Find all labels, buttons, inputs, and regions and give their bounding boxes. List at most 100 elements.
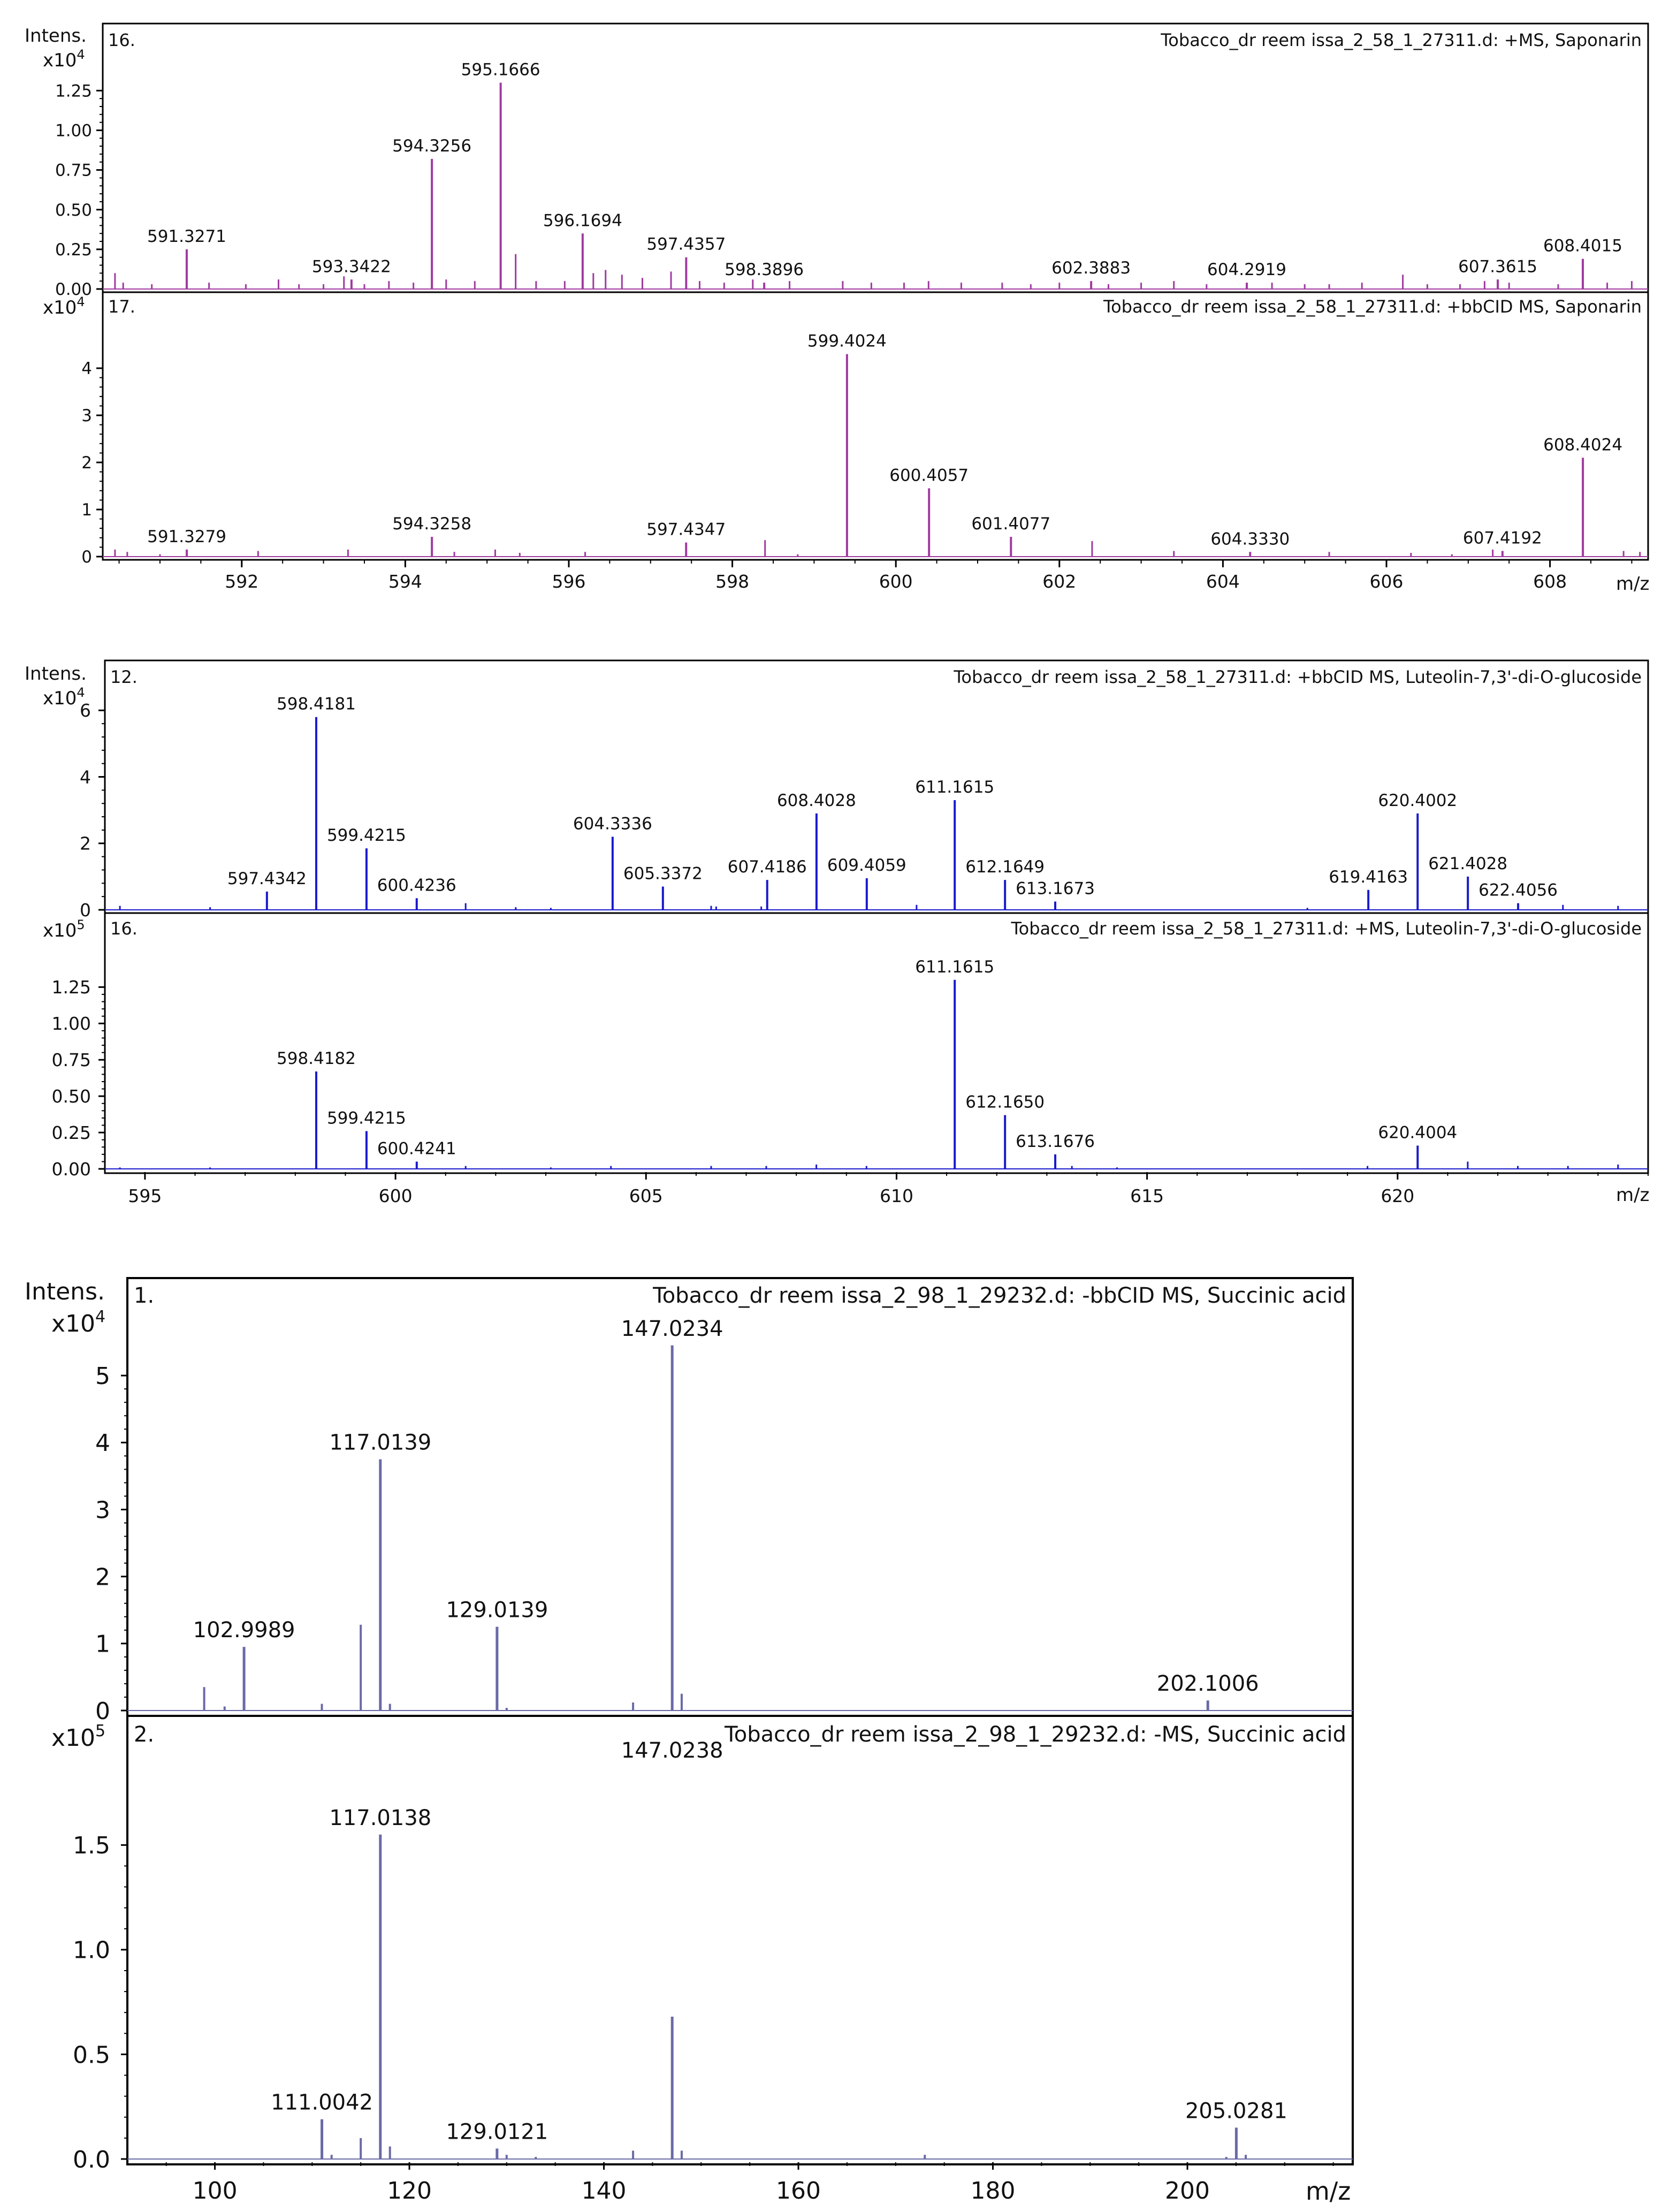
x-tick-label: 610 (880, 1185, 913, 1206)
panel-title: Tobacco_dr reem issa_2_58_1_27311.d: +MS… (1160, 30, 1642, 50)
y-tick-label: 1.5 (73, 1832, 110, 1859)
panel-number: 1. (134, 1283, 154, 1308)
x-tick-label: 608 (1533, 571, 1567, 592)
y-multiplier: x104 (43, 685, 85, 709)
panel-title: Tobacco_dr reem issa_2_58_1_27311.d: +bb… (953, 667, 1642, 687)
peak-label: 117.0139 (329, 1431, 431, 1455)
y-tick-label: 5 (95, 1363, 110, 1390)
y-multiplier: x104 (51, 1308, 105, 1337)
x-tick-label: 598 (715, 571, 749, 592)
intens-label: Intens. (25, 663, 87, 685)
peak-label: 609.4059 (827, 856, 906, 875)
peak-label: 612.1649 (965, 857, 1045, 877)
minor-peaks (119, 903, 1619, 910)
y-tick-label: 4 (95, 1430, 110, 1457)
y-tick-label: 2 (80, 833, 91, 854)
x-tick-label: 140 (582, 2177, 627, 2205)
peak-label: 597.4342 (227, 869, 307, 888)
peak-label: 600.4241 (377, 1139, 456, 1158)
x-tick-label: 100 (193, 2177, 238, 2205)
y-axis: 0.00 0.25 0.50 0.75 1.00 1.25 (52, 977, 105, 1180)
panel-succinic-ms: 2. Tobacco_dr reem issa_2_98_1_29232.d: … (51, 1715, 1354, 2173)
y-tick-label: 1 (81, 500, 92, 520)
peak-label: 600.4057 (889, 466, 969, 485)
y-tick-label: 4 (80, 766, 91, 787)
intens-label: Intens. (25, 1278, 105, 1305)
x-tick-label: 602 (1042, 571, 1076, 592)
y-tick-label: 0.25 (55, 240, 92, 260)
labeled-peaks: 591.3279 594.3258 597.4347 599.4024 600.4057… (147, 332, 1622, 557)
peak-label: 607.3615 (1458, 257, 1537, 276)
peak-label: 605.3372 (623, 864, 703, 884)
y-tick-label: 2 (95, 1563, 110, 1591)
plot-frame (126, 1715, 1354, 2165)
x-tick-label: 600 (379, 1185, 413, 1206)
peak-label: 598.4181 (277, 695, 356, 714)
y-tick-label: 0.5 (73, 2041, 110, 2069)
multiplier-base: x10 (43, 297, 77, 318)
peak-label: 619.4163 (1329, 868, 1408, 887)
peak-label: 611.1615 (915, 778, 994, 797)
peak-label: 147.0234 (621, 1317, 723, 1341)
y-tick-label: 4 (81, 359, 92, 378)
y-axis: 0.00 0.25 0.50 0.75 1.00 1.25 (55, 81, 103, 299)
multiplier-base: x10 (43, 50, 77, 71)
peak-label: 111.0042 (271, 2091, 373, 2115)
y-tick-label: 0.25 (52, 1122, 91, 1143)
peak-label: 602.3883 (1051, 259, 1131, 278)
peak-label: 591.3271 (147, 227, 226, 246)
peak-label: 600.4236 (377, 876, 456, 895)
peak-label: 591.3279 (147, 527, 226, 546)
peak-label: 604.3336 (573, 814, 652, 833)
panel-luteolin-bbcid: 12. Tobacco_dr reem issa_2_58_1_27311.d:… (43, 659, 1649, 921)
x-axis-b: 595 600 605 610 615 620 (128, 1172, 1649, 1206)
x-tick-label: 605 (629, 1185, 663, 1206)
y-multiplier: x104 (43, 47, 85, 71)
intens-label: Intens. (25, 25, 87, 47)
panel-number: 12. (110, 667, 138, 687)
y-tick-label: 0.75 (55, 161, 92, 180)
panel-saponarin-bbcid: 17. Tobacco_dr reem issa_2_58_1_27311.d:… (43, 291, 1649, 567)
y-tick-label: 3 (95, 1496, 110, 1524)
plot-frame (102, 22, 1649, 293)
panel-luteolin-ms: 16. Tobacco_dr reem issa_2_58_1_27311.d:… (43, 912, 1649, 1180)
labeled-peaks: 598.4182 599.4215 600.4241 611.1615 612.1650… (277, 957, 1457, 1169)
multiplier-base: x10 (43, 688, 77, 709)
peak-label: 612.1650 (965, 1093, 1045, 1112)
x-tick-label: 604 (1206, 571, 1240, 592)
peak-label: 613.1673 (1016, 879, 1095, 899)
y-tick-label: 6 (80, 700, 91, 721)
peak-label: 147.0238 (621, 1738, 723, 1763)
peak-label: 620.4004 (1378, 1123, 1457, 1143)
x-axis-label: m/z (1306, 2177, 1351, 2206)
labeled-peaks: 597.4342 598.4181 599.4215 600.4236 604.3336… (227, 695, 1558, 910)
y-tick-label: 1 (95, 1631, 110, 1658)
y-tick-label: 0 (81, 548, 92, 567)
minor-peaks (203, 1624, 683, 1711)
x-axis-label: m/z (1616, 1184, 1649, 1206)
peak-label: 129.0139 (446, 1598, 548, 1623)
peak-label: 613.1676 (1016, 1132, 1095, 1151)
peak-label: 102.9989 (193, 1618, 295, 1643)
y-tick-label: 0.0 (73, 2146, 110, 2173)
multiplier-exponent: 5 (95, 1722, 105, 1740)
panel-number: 17. (108, 297, 135, 317)
y-tick-label: 0.75 (52, 1050, 91, 1070)
peak-label: 117.0138 (329, 1806, 431, 1830)
peak-label: 620.4002 (1378, 791, 1457, 810)
panel-title: Tobacco_dr reem issa_2_98_1_29232.d: -MS… (724, 1722, 1346, 1747)
labeled-peaks: 102.9989 117.0139 129.0139 147.0234 202.1006 (193, 1317, 1259, 1711)
multiplier-exponent: 4 (95, 1308, 105, 1326)
y-tick-label: 1.00 (55, 121, 92, 141)
panel-title: Tobacco_dr reem issa_2_98_1_29232.d: -bb… (652, 1283, 1346, 1308)
y-multiplier: x105 (43, 917, 85, 941)
y-multiplier: x105 (51, 1722, 105, 1752)
x-tick-label: 595 (128, 1185, 162, 1206)
peak-label: 205.0281 (1185, 2099, 1287, 2123)
peak-label: 594.3258 (392, 514, 471, 534)
x-tick-label: 180 (971, 2177, 1016, 2205)
panel-title: Tobacco_dr reem issa_2_58_1_27311.d: +MS… (1011, 918, 1642, 939)
x-tick-label: 120 (387, 2177, 432, 2205)
peak-label: 607.4186 (728, 857, 807, 877)
